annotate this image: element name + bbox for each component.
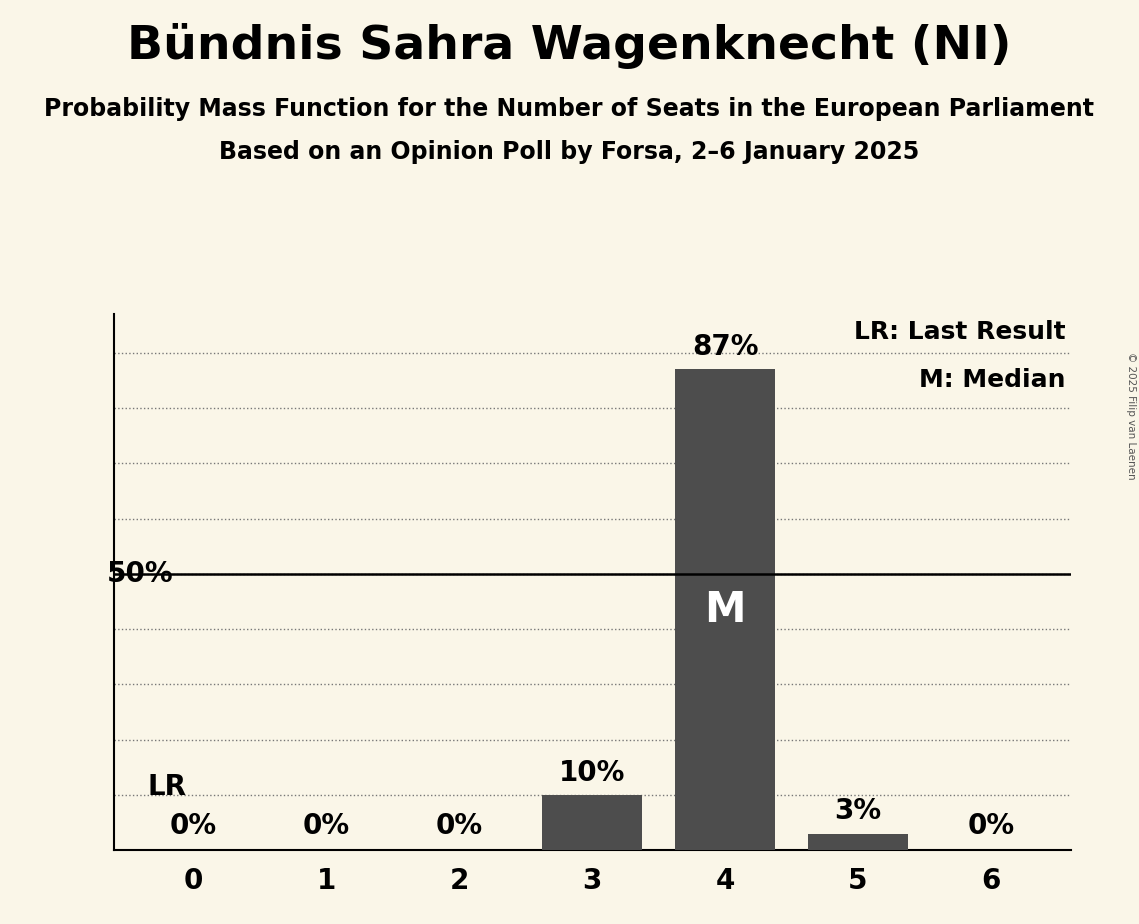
Text: 0%: 0%	[436, 812, 483, 840]
Text: 0%: 0%	[303, 812, 350, 840]
Text: 0%: 0%	[170, 812, 218, 840]
Text: Probability Mass Function for the Number of Seats in the European Parliament: Probability Mass Function for the Number…	[44, 97, 1095, 121]
Text: 0%: 0%	[967, 812, 1015, 840]
Text: 87%: 87%	[691, 334, 759, 361]
Bar	[542, 795, 642, 850]
Text: M: Median: M: Median	[919, 368, 1066, 392]
Bar	[675, 370, 775, 850]
Bar	[809, 833, 908, 850]
Text: © 2025 Filip van Laenen: © 2025 Filip van Laenen	[1126, 352, 1136, 480]
Text: 50%: 50%	[107, 560, 174, 588]
Text: Based on an Opinion Poll by Forsa, 2–6 January 2025: Based on an Opinion Poll by Forsa, 2–6 J…	[220, 140, 919, 164]
Text: Bündnis Sahra Wagenknecht (NI): Bündnis Sahra Wagenknecht (NI)	[128, 23, 1011, 69]
Text: 3%: 3%	[835, 797, 882, 825]
Text: LR: Last Result: LR: Last Result	[854, 320, 1066, 344]
Text: LR: LR	[147, 773, 186, 801]
Text: 10%: 10%	[559, 759, 625, 786]
Text: M: M	[704, 589, 746, 631]
